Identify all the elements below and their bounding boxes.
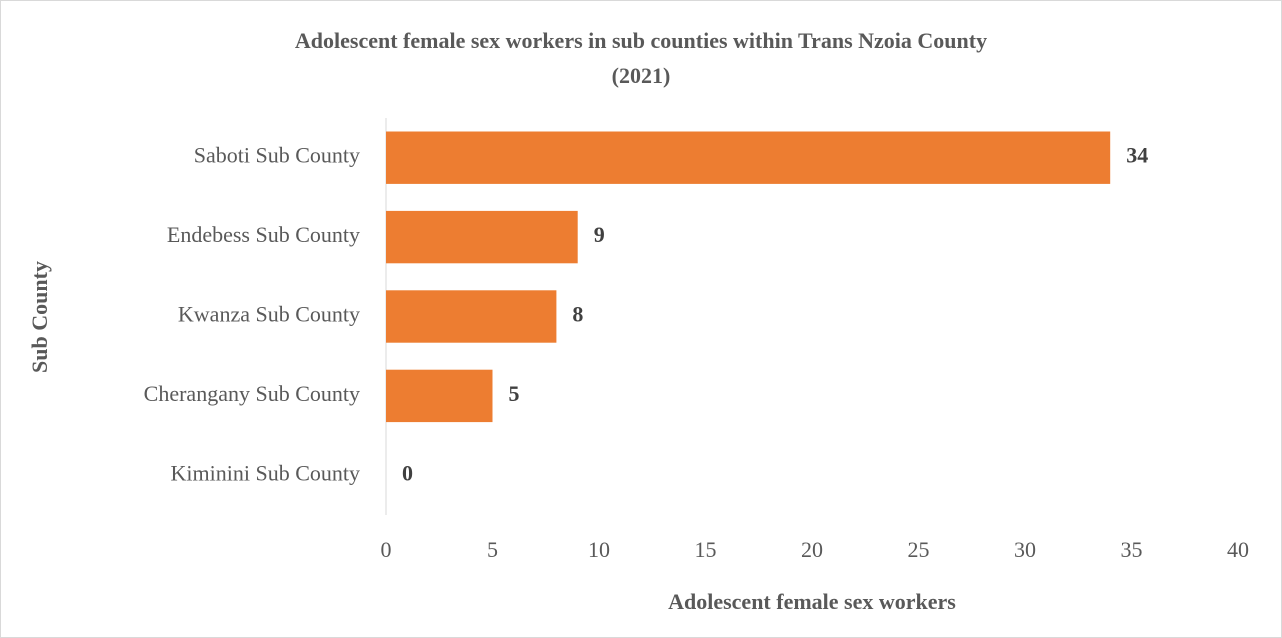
y-tick-label: Endebess Sub County — [167, 222, 360, 247]
x-tick-label: 35 — [1121, 537, 1143, 562]
x-tick-label: 5 — [487, 537, 498, 562]
y-tick-label: Saboti Sub County — [194, 143, 360, 168]
bar — [386, 210, 578, 264]
bar — [386, 290, 557, 343]
x-tick-label: 10 — [588, 537, 610, 562]
y-tick-label: Cherangany Sub County — [144, 381, 360, 406]
data-label: 9 — [594, 222, 605, 247]
data-label: 5 — [509, 381, 520, 406]
x-axis-title: Adolescent female sex workers — [668, 589, 956, 614]
x-tick-label: 25 — [908, 537, 930, 562]
data-label: 34 — [1126, 143, 1148, 168]
bar — [386, 131, 1111, 184]
data-label: 8 — [572, 302, 583, 327]
x-tick-label: 20 — [801, 537, 823, 562]
x-tick-label: 0 — [381, 537, 392, 562]
bar — [386, 369, 493, 423]
chart-title: (2021) — [612, 63, 671, 88]
x-tick-label: 40 — [1227, 537, 1249, 562]
x-tick-label: 15 — [695, 537, 717, 562]
data-label: 0 — [402, 460, 413, 485]
x-tick-label: 30 — [1014, 537, 1036, 562]
chart-title: Adolescent female sex workers in sub cou… — [295, 28, 987, 53]
y-tick-label: Kwanza Sub County — [178, 302, 360, 327]
y-tick-label: Kiminini Sub County — [171, 460, 360, 485]
y-axis-title: Sub County — [27, 261, 52, 373]
